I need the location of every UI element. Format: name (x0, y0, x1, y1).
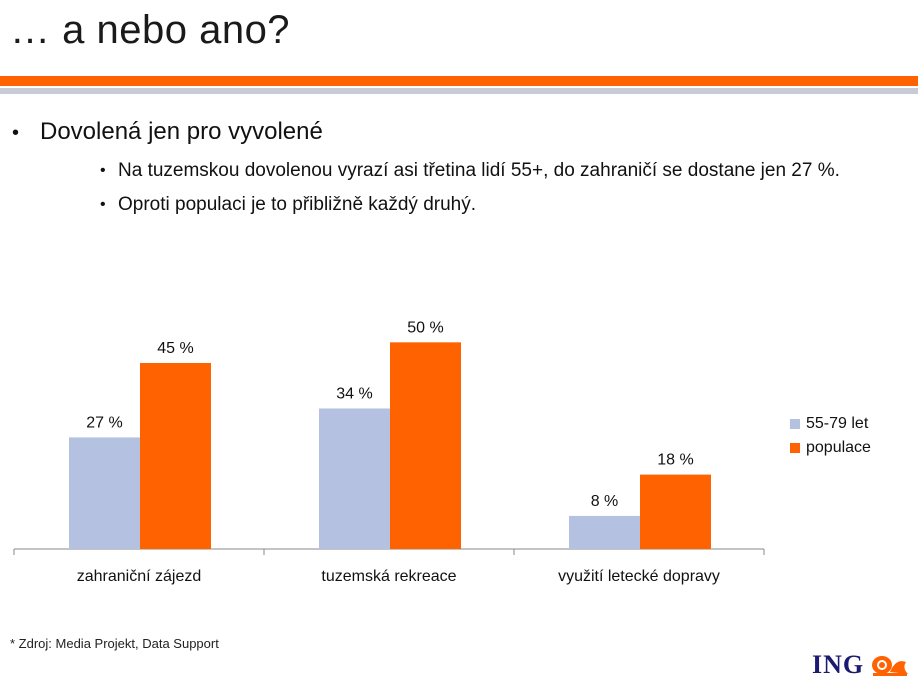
bullet-main: • Dovolená jen pro vyvolené (12, 118, 902, 146)
logo-text: ING (812, 650, 865, 679)
bar (390, 342, 461, 549)
bullet-list: • Dovolená jen pro vyvolené • Na tuzemsk… (12, 118, 902, 216)
bar (140, 363, 211, 549)
data-label: 45 % (157, 340, 193, 357)
sub-bullet-2: • Oproti populaci je to přibližně každý … (100, 194, 902, 216)
category-label: zahraniční zájezd (77, 568, 202, 585)
bar (640, 474, 711, 549)
bar (319, 408, 390, 549)
source-footnote: * Zdroj: Media Projekt, Data Support (10, 636, 219, 651)
bar (569, 515, 640, 549)
bullet-dot-icon: • (100, 162, 106, 179)
legend-swatch-55-79 (790, 419, 800, 429)
legend-swatch-populace (790, 443, 800, 453)
category-label: tuzemská rekreace (321, 568, 456, 585)
data-label: 50 % (407, 319, 443, 336)
legend-item-populace: populace (790, 436, 871, 460)
slide-title: … a nebo ano? (10, 8, 291, 52)
legend-item-55-79: 55-79 let (790, 412, 871, 436)
bar (69, 437, 140, 549)
data-label: 27 % (86, 414, 122, 431)
sub-bullet-1-text: Na tuzemskou dovolenou vyrazí asi třetin… (118, 160, 840, 181)
sub-bullet-2-text: Oproti populaci je to přibližně každý dr… (118, 194, 477, 215)
lion-icon (872, 656, 909, 676)
header-orange-band (0, 76, 918, 86)
bullet-main-text: Dovolená jen pro vyvolené (40, 118, 323, 145)
data-label: 34 % (336, 385, 372, 402)
ing-logo: ING (812, 650, 910, 680)
data-label: 8 % (591, 493, 619, 510)
sub-bullet-1: • Na tuzemskou dovolenou vyrazí asi třet… (100, 160, 902, 182)
legend-label-populace: populace (806, 439, 871, 456)
bullet-dot-icon: • (100, 196, 106, 213)
bullet-dot-icon: • (12, 122, 20, 144)
category-label: využití letecké dopravy (558, 568, 720, 585)
bar-chart: 27 % 45 % zahraniční zájezd 34 % 50 % tuzemsk… (13, 319, 765, 585)
legend-label-55-79: 55-79 let (806, 415, 869, 432)
header-gray-band (0, 88, 918, 94)
data-label: 18 % (657, 452, 693, 469)
chart-legend: 55-79 let populace (790, 412, 871, 460)
